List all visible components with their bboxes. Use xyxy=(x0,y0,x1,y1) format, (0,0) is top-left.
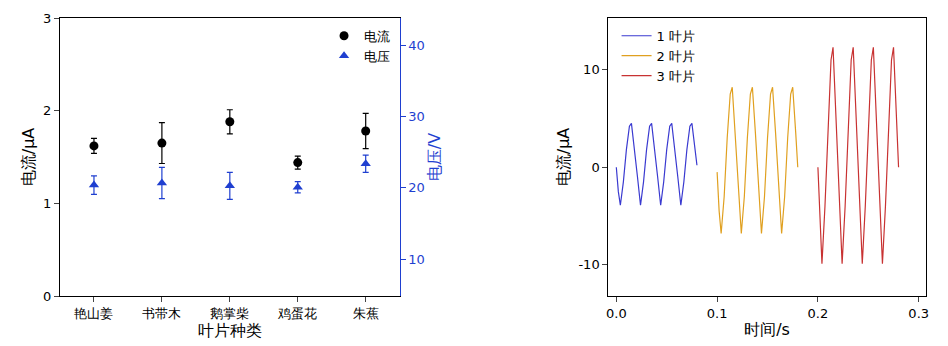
svg-text:电流/μA: 电流/μA xyxy=(554,128,573,187)
svg-text:0.1: 0.1 xyxy=(707,306,728,321)
svg-text:30: 30 xyxy=(408,109,425,124)
svg-text:电流/μA: 电流/μA xyxy=(19,128,38,187)
svg-text:0: 0 xyxy=(43,289,51,304)
svg-text:鹅掌柴: 鹅掌柴 xyxy=(210,306,249,321)
svg-text:电压/V: 电压/V xyxy=(425,133,444,181)
svg-text:0.3: 0.3 xyxy=(908,306,929,321)
svg-text:20: 20 xyxy=(408,180,425,195)
svg-text:-10: -10 xyxy=(578,257,599,272)
svg-text:叶片种类: 叶片种类 xyxy=(198,321,262,340)
svg-text:2 叶片: 2 叶片 xyxy=(657,49,695,64)
svg-text:0.2: 0.2 xyxy=(808,306,829,321)
svg-text:1: 1 xyxy=(43,196,51,211)
svg-text:朱蕉: 朱蕉 xyxy=(353,306,379,321)
svg-text:电流: 电流 xyxy=(364,29,390,44)
svg-text:1 叶片: 1 叶片 xyxy=(657,29,695,44)
svg-text:10: 10 xyxy=(408,252,425,267)
svg-text:时间/s: 时间/s xyxy=(744,320,790,339)
svg-text:0.0: 0.0 xyxy=(606,306,627,321)
svg-text:3 叶片: 3 叶片 xyxy=(657,69,695,84)
svg-text:0: 0 xyxy=(591,160,599,175)
svg-text:3: 3 xyxy=(43,11,51,26)
svg-text:2: 2 xyxy=(43,103,51,118)
svg-text:40: 40 xyxy=(408,38,425,53)
svg-text:鸡蛋花: 鸡蛋花 xyxy=(277,306,317,321)
svg-text:艳山姜: 艳山姜 xyxy=(74,306,113,321)
svg-text:书带木: 书带木 xyxy=(142,306,181,321)
svg-text:10: 10 xyxy=(583,62,600,77)
svg-text:电压: 电压 xyxy=(364,49,390,64)
